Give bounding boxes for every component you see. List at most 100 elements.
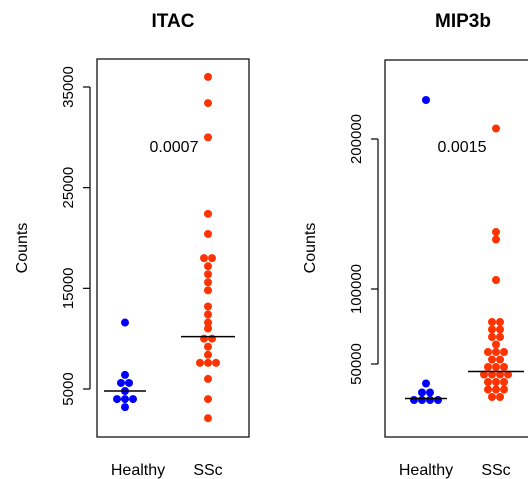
p-value-annotation: 0.0015 [438,139,487,156]
data-point-ssc [204,209,212,218]
data-point-healthy [121,395,129,404]
data-point-ssc [204,278,212,287]
data-point-ssc [492,276,500,284]
data-point-ssc [200,334,208,343]
y-tick-label: 5000 [60,372,77,405]
data-point-ssc [204,350,212,359]
plot-frame [384,59,528,438]
data-point-ssc [204,302,212,311]
data-point-ssc [496,393,504,401]
data-point-healthy [121,318,129,327]
data-points [410,96,512,404]
data-point-ssc [488,333,496,341]
data-point-healthy [410,396,418,404]
data-point-healthy [426,388,434,397]
y-axis-label: Counts [302,223,319,274]
data-point-ssc [204,270,212,279]
data-point-healthy [121,370,129,379]
data-point-ssc [208,254,216,263]
category-label-ssc: SSc [481,462,510,479]
data-point-ssc [204,310,212,319]
data-point-ssc [196,358,204,367]
data-point-ssc [204,324,212,333]
data-point-ssc [496,333,504,341]
data-point-ssc [500,348,508,356]
data-point-ssc [204,414,212,423]
data-point-ssc [204,133,212,142]
data-point-ssc [500,363,508,371]
data-point-ssc [484,378,492,386]
data-point-healthy [121,403,129,412]
data-point-healthy [422,96,430,104]
data-point-ssc [484,363,492,371]
data-point-healthy [113,395,121,404]
data-point-ssc [492,363,500,371]
data-point-healthy [418,388,426,397]
data-point-ssc [496,325,504,334]
data-point-ssc [492,378,500,386]
data-point-healthy [129,395,137,404]
y-axis-label: Counts [14,223,31,274]
data-point-ssc [492,340,500,349]
data-point-ssc [204,286,212,295]
data-point-ssc [488,393,496,401]
category-label-ssc: SSc [193,462,222,479]
data-point-ssc [480,370,488,379]
y-tick-label: 35000 [60,66,77,108]
data-point-ssc [492,228,500,236]
y-ticks: 5000 15000 25000 35000 [60,66,90,406]
data-point-ssc [204,374,212,383]
y-tick-label: 200000 [348,114,365,164]
y-tick-label: 25000 [60,167,77,209]
data-point-ssc [204,342,212,351]
data-point-ssc [204,358,212,367]
chart-title: MIP3b [435,11,491,32]
data-point-ssc [500,378,508,386]
data-point-ssc [492,124,500,133]
data-point-healthy [117,378,125,387]
data-point-healthy [434,396,442,404]
chart-title: ITAC [152,11,195,32]
data-point-ssc [488,370,496,379]
data-point-ssc [496,370,504,379]
data-point-ssc [492,348,500,356]
data-point-healthy [125,378,133,387]
mip3b-panel: MIP3b Counts 50000 100000 200000 0.0015 He… [302,11,528,479]
data-point-ssc [488,325,496,334]
data-point-ssc [496,318,504,326]
data-point-ssc [204,395,212,404]
data-point-ssc [204,99,212,108]
median-lines [104,335,235,392]
data-point-ssc [504,370,512,379]
itac-panel: ITAC Counts 5000 15000 25000 35000 0.0007 H… [14,11,250,479]
data-point-ssc [488,318,496,326]
data-point-ssc [492,385,500,394]
data-point-ssc [488,355,496,364]
data-points [113,72,220,423]
data-point-ssc [212,358,220,367]
data-point-ssc [208,334,216,343]
plot-frame [96,58,250,438]
data-point-ssc [204,262,212,271]
y-tick-label: 15000 [60,267,77,309]
data-point-ssc [204,229,212,238]
data-point-ssc [492,235,500,244]
median-lines [405,370,524,400]
data-point-ssc [500,385,508,394]
data-point-ssc [484,385,492,394]
data-point-healthy [422,379,430,388]
y-tick-label: 50000 [348,343,365,385]
data-point-ssc [496,355,504,364]
data-point-ssc [204,318,212,327]
data-point-ssc [204,72,212,81]
y-tick-label: 100000 [348,264,365,314]
category-label-healthy: Healthy [399,462,453,479]
data-point-ssc [200,254,208,263]
y-ticks: 50000 100000 200000 [348,114,378,385]
data-point-healthy [418,396,426,404]
p-value-annotation: 0.0007 [150,139,199,156]
data-point-healthy [426,396,434,404]
category-label-healthy: Healthy [111,462,165,479]
data-point-ssc [484,348,492,356]
